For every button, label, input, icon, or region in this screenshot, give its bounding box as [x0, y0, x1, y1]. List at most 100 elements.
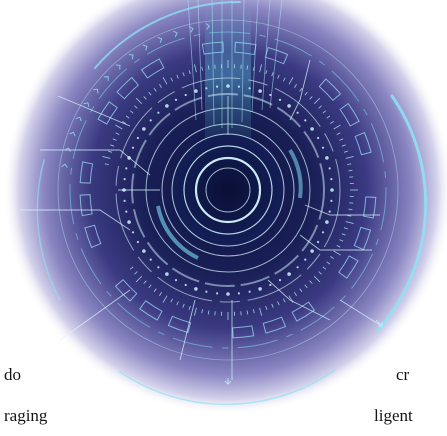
arrow-markers [224, 319, 383, 385]
ring-dot [248, 290, 251, 293]
tick-mark [159, 292, 162, 296]
ring-dot [131, 231, 135, 234]
tick-mark [294, 84, 297, 88]
tick-ring [102, 60, 358, 320]
segment-block [232, 325, 255, 339]
ring-dot [330, 178, 333, 181]
segment-block [339, 102, 360, 127]
tick-mark [348, 208, 353, 211]
tick-mark [333, 124, 341, 130]
tick-mark [343, 227, 348, 230]
ring-dot [258, 287, 262, 291]
ring-dot [125, 210, 128, 213]
tick-mark [304, 284, 308, 289]
ring-dot [149, 119, 152, 122]
tick-mark [294, 292, 297, 296]
tick-mark [125, 115, 130, 119]
chevron-mark [61, 163, 68, 168]
tick-mark [336, 132, 341, 136]
tick-mark [265, 70, 268, 75]
tick-mark [265, 305, 268, 310]
tick-mark [277, 301, 280, 306]
tick-mark [304, 91, 308, 96]
tick-mark [135, 275, 143, 283]
tick-mark [135, 97, 143, 105]
segment-block [201, 41, 224, 55]
chevron-mark [115, 64, 121, 70]
tick-mark [122, 121, 126, 124]
ring-dot [237, 292, 240, 295]
ring-dot [330, 188, 334, 192]
segment-block [84, 224, 102, 249]
ring-dot [165, 272, 169, 276]
caption-left-line-1: do [4, 365, 21, 384]
tick-mark [148, 284, 152, 289]
ring-dot [237, 85, 240, 88]
ring-dot [317, 240, 320, 244]
tick-mark [309, 280, 313, 284]
tick-mark [330, 121, 334, 124]
tick-mark [201, 66, 204, 71]
ring-dot [226, 292, 230, 296]
chevron-mark [83, 102, 90, 108]
tick-mark [282, 298, 286, 303]
tick-mark [193, 307, 197, 316]
ring-dot [248, 87, 251, 90]
segment-block [234, 41, 257, 56]
caption-right-line-2: ligent [374, 406, 413, 425]
tick-mark [188, 305, 191, 310]
tick-mark [339, 239, 344, 242]
tick-mark [182, 303, 185, 308]
tick-mark [252, 309, 255, 314]
ring-dot [310, 127, 314, 131]
tick-mark [182, 72, 185, 77]
ring-dot [136, 136, 139, 140]
ring-dot [157, 111, 160, 114]
ring-dot [325, 220, 329, 224]
tick-mark [345, 155, 354, 159]
ring-dot [296, 111, 299, 114]
tick-mark [259, 307, 263, 316]
ring-dot [194, 89, 198, 93]
ring-dot [330, 199, 333, 202]
tick-mark [153, 87, 157, 92]
ring-dot [165, 104, 169, 108]
ring-dot [205, 290, 208, 293]
chevron-mark [128, 53, 134, 60]
tick-mark [134, 271, 138, 275]
segment-block [97, 101, 118, 125]
ring-dot [328, 210, 331, 213]
ring-dot [321, 146, 325, 149]
chevron-mark [69, 131, 76, 137]
tick-mark [170, 298, 174, 303]
tick-mark [110, 144, 115, 147]
tick-mark [347, 214, 352, 217]
tick-mark [159, 84, 162, 88]
tick-mark [104, 163, 109, 166]
tick-mark [343, 150, 348, 153]
tick-mark [115, 124, 123, 130]
ring-dot [205, 87, 208, 90]
segment-block [354, 131, 372, 156]
circuit-lines [20, 59, 381, 380]
chevron-mark [103, 76, 109, 81]
tick-mark [207, 65, 210, 70]
tick-mark [322, 266, 327, 270]
tick-mark [162, 77, 168, 85]
tick-mark [170, 77, 174, 82]
tick-mark [153, 288, 157, 293]
segment-block [264, 46, 289, 65]
tick-mark [277, 74, 280, 79]
ring-dot [278, 98, 282, 101]
ring-dot [157, 266, 160, 269]
ring-dot [304, 119, 307, 122]
tick-mark [348, 169, 353, 172]
tick-mark [336, 244, 341, 248]
tick-mark [115, 132, 120, 136]
tick-mark [193, 64, 197, 73]
tick-mark [207, 310, 210, 315]
ring-dot [287, 104, 291, 108]
ring-dot [321, 231, 325, 234]
tick-mark [282, 77, 286, 82]
